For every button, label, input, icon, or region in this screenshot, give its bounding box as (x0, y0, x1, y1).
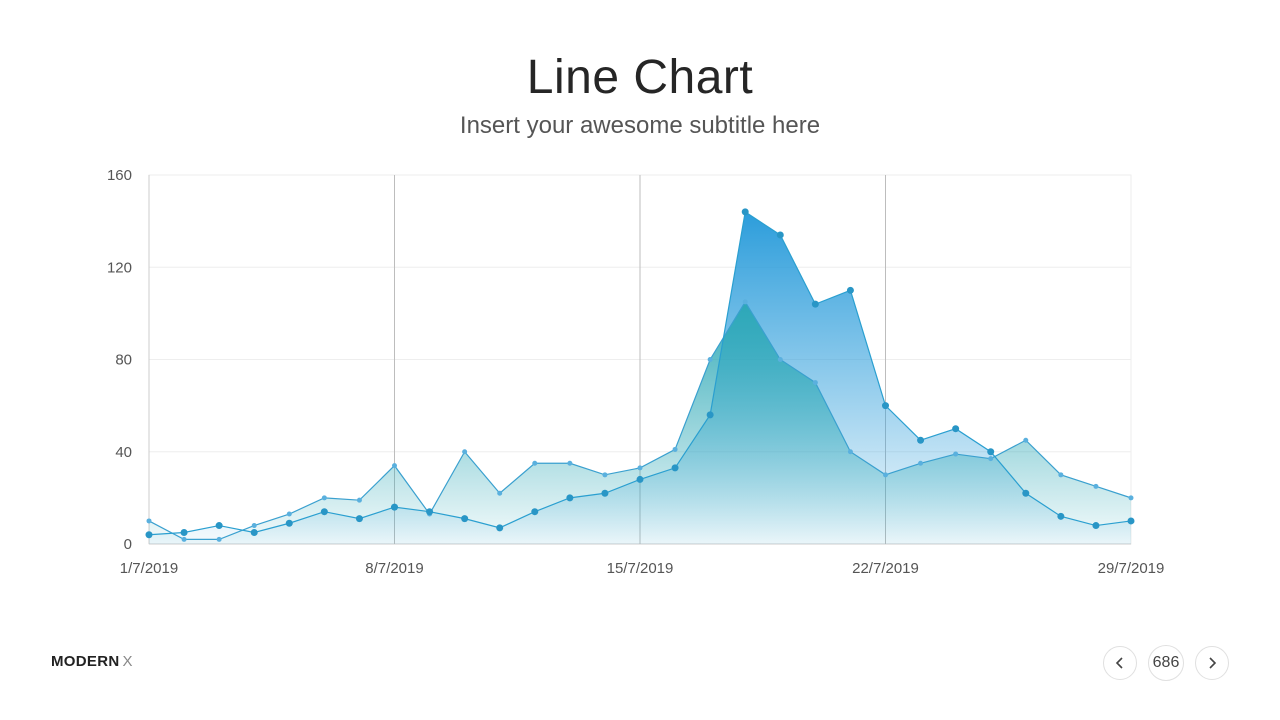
x-tick-label: 8/7/2019 (365, 560, 423, 577)
series-1-point (566, 494, 574, 502)
series-2-point (918, 460, 924, 466)
series-2-point (847, 449, 853, 455)
brand-logo: MODERN X (51, 653, 132, 670)
series-2-point (953, 451, 959, 457)
series-1-point (250, 528, 258, 536)
chevron-right-icon (1209, 657, 1217, 669)
series-2-point (216, 536, 222, 542)
series-layer (145, 208, 1135, 544)
series-2-point (462, 449, 468, 455)
series-2-point (286, 511, 292, 517)
brand-suffix: X (122, 653, 133, 670)
series-1-point (1127, 517, 1135, 525)
series-2-point (181, 536, 187, 542)
y-tick-label: 0 (124, 536, 132, 553)
series-1-point (215, 522, 223, 530)
y-tick-label: 80 (115, 352, 132, 369)
next-slide-button[interactable] (1195, 646, 1229, 680)
series-2-point (812, 380, 818, 386)
x-tick-label: 29/7/2019 (1098, 560, 1165, 577)
slide-title: Line Chart (526, 51, 754, 104)
series-2-point (672, 446, 678, 452)
series-1-point (355, 515, 363, 523)
series-2-point (251, 523, 257, 529)
grid-layer (148, 174, 1132, 545)
series-1-point (1022, 489, 1030, 497)
series-2-point (392, 463, 397, 469)
series-1-point (496, 524, 504, 532)
series-1-point (671, 464, 679, 472)
chevron-left-icon (1115, 657, 1123, 669)
series-2-point (321, 495, 327, 501)
series-1-point (636, 475, 644, 483)
series-1-point (811, 300, 819, 308)
series-1-point (531, 508, 539, 516)
series-1-point (882, 402, 889, 410)
series-2-area (149, 301, 1131, 544)
series-2-point (777, 357, 783, 362)
page-number: 686 (1148, 645, 1184, 681)
series-2-point (1058, 472, 1064, 478)
series-1-point (741, 208, 749, 216)
series-2-point (1093, 483, 1099, 489)
series-1-point (1057, 512, 1065, 520)
y-tick-label: 120 (107, 259, 132, 276)
series-2-point (567, 460, 573, 466)
series-2-point (497, 490, 503, 496)
series-2-point (1023, 437, 1029, 443)
series-1-point (846, 286, 854, 294)
series-1-point (776, 231, 784, 239)
series-1-point (601, 489, 609, 497)
series-2-point (707, 357, 713, 362)
axis-layer: 0 40 80 120 160 1/7/2019 8/7/2019 15/7/2019 22/7… (107, 167, 1164, 577)
series-2-point (742, 299, 748, 305)
series-2-point (356, 497, 362, 503)
series-1-area (149, 211, 1131, 544)
series-2-point (988, 456, 994, 462)
series-1-point (706, 411, 714, 419)
series-1-point (917, 436, 925, 444)
y-tick-label: 160 (107, 167, 132, 184)
series-1-point (285, 519, 293, 527)
series-1-point (461, 515, 469, 523)
series-1-point (391, 503, 398, 511)
series-2-point (146, 518, 152, 524)
series-1-point (180, 528, 188, 536)
previous-slide-button[interactable] (1103, 646, 1137, 680)
x-tick-label: 1/7/2019 (120, 560, 178, 577)
y-tick-label: 40 (115, 444, 132, 461)
series-2-point (602, 472, 608, 478)
series-1-point (1092, 522, 1100, 530)
series-1-point (320, 508, 328, 516)
series-2-point (532, 460, 538, 466)
brand-main: MODERN (51, 653, 120, 670)
x-tick-label: 22/7/2019 (852, 560, 919, 577)
series-2-point (637, 465, 643, 471)
x-tick-label: 15/7/2019 (607, 560, 674, 577)
series-1-point (952, 425, 960, 433)
series-1-point (987, 448, 995, 456)
series-1-point (426, 508, 434, 516)
slide-subtitle: Insert your awesome subtitle here (459, 112, 821, 139)
series-1-point (145, 531, 153, 539)
series-2-point (883, 472, 888, 478)
series-2-point (1128, 495, 1134, 501)
